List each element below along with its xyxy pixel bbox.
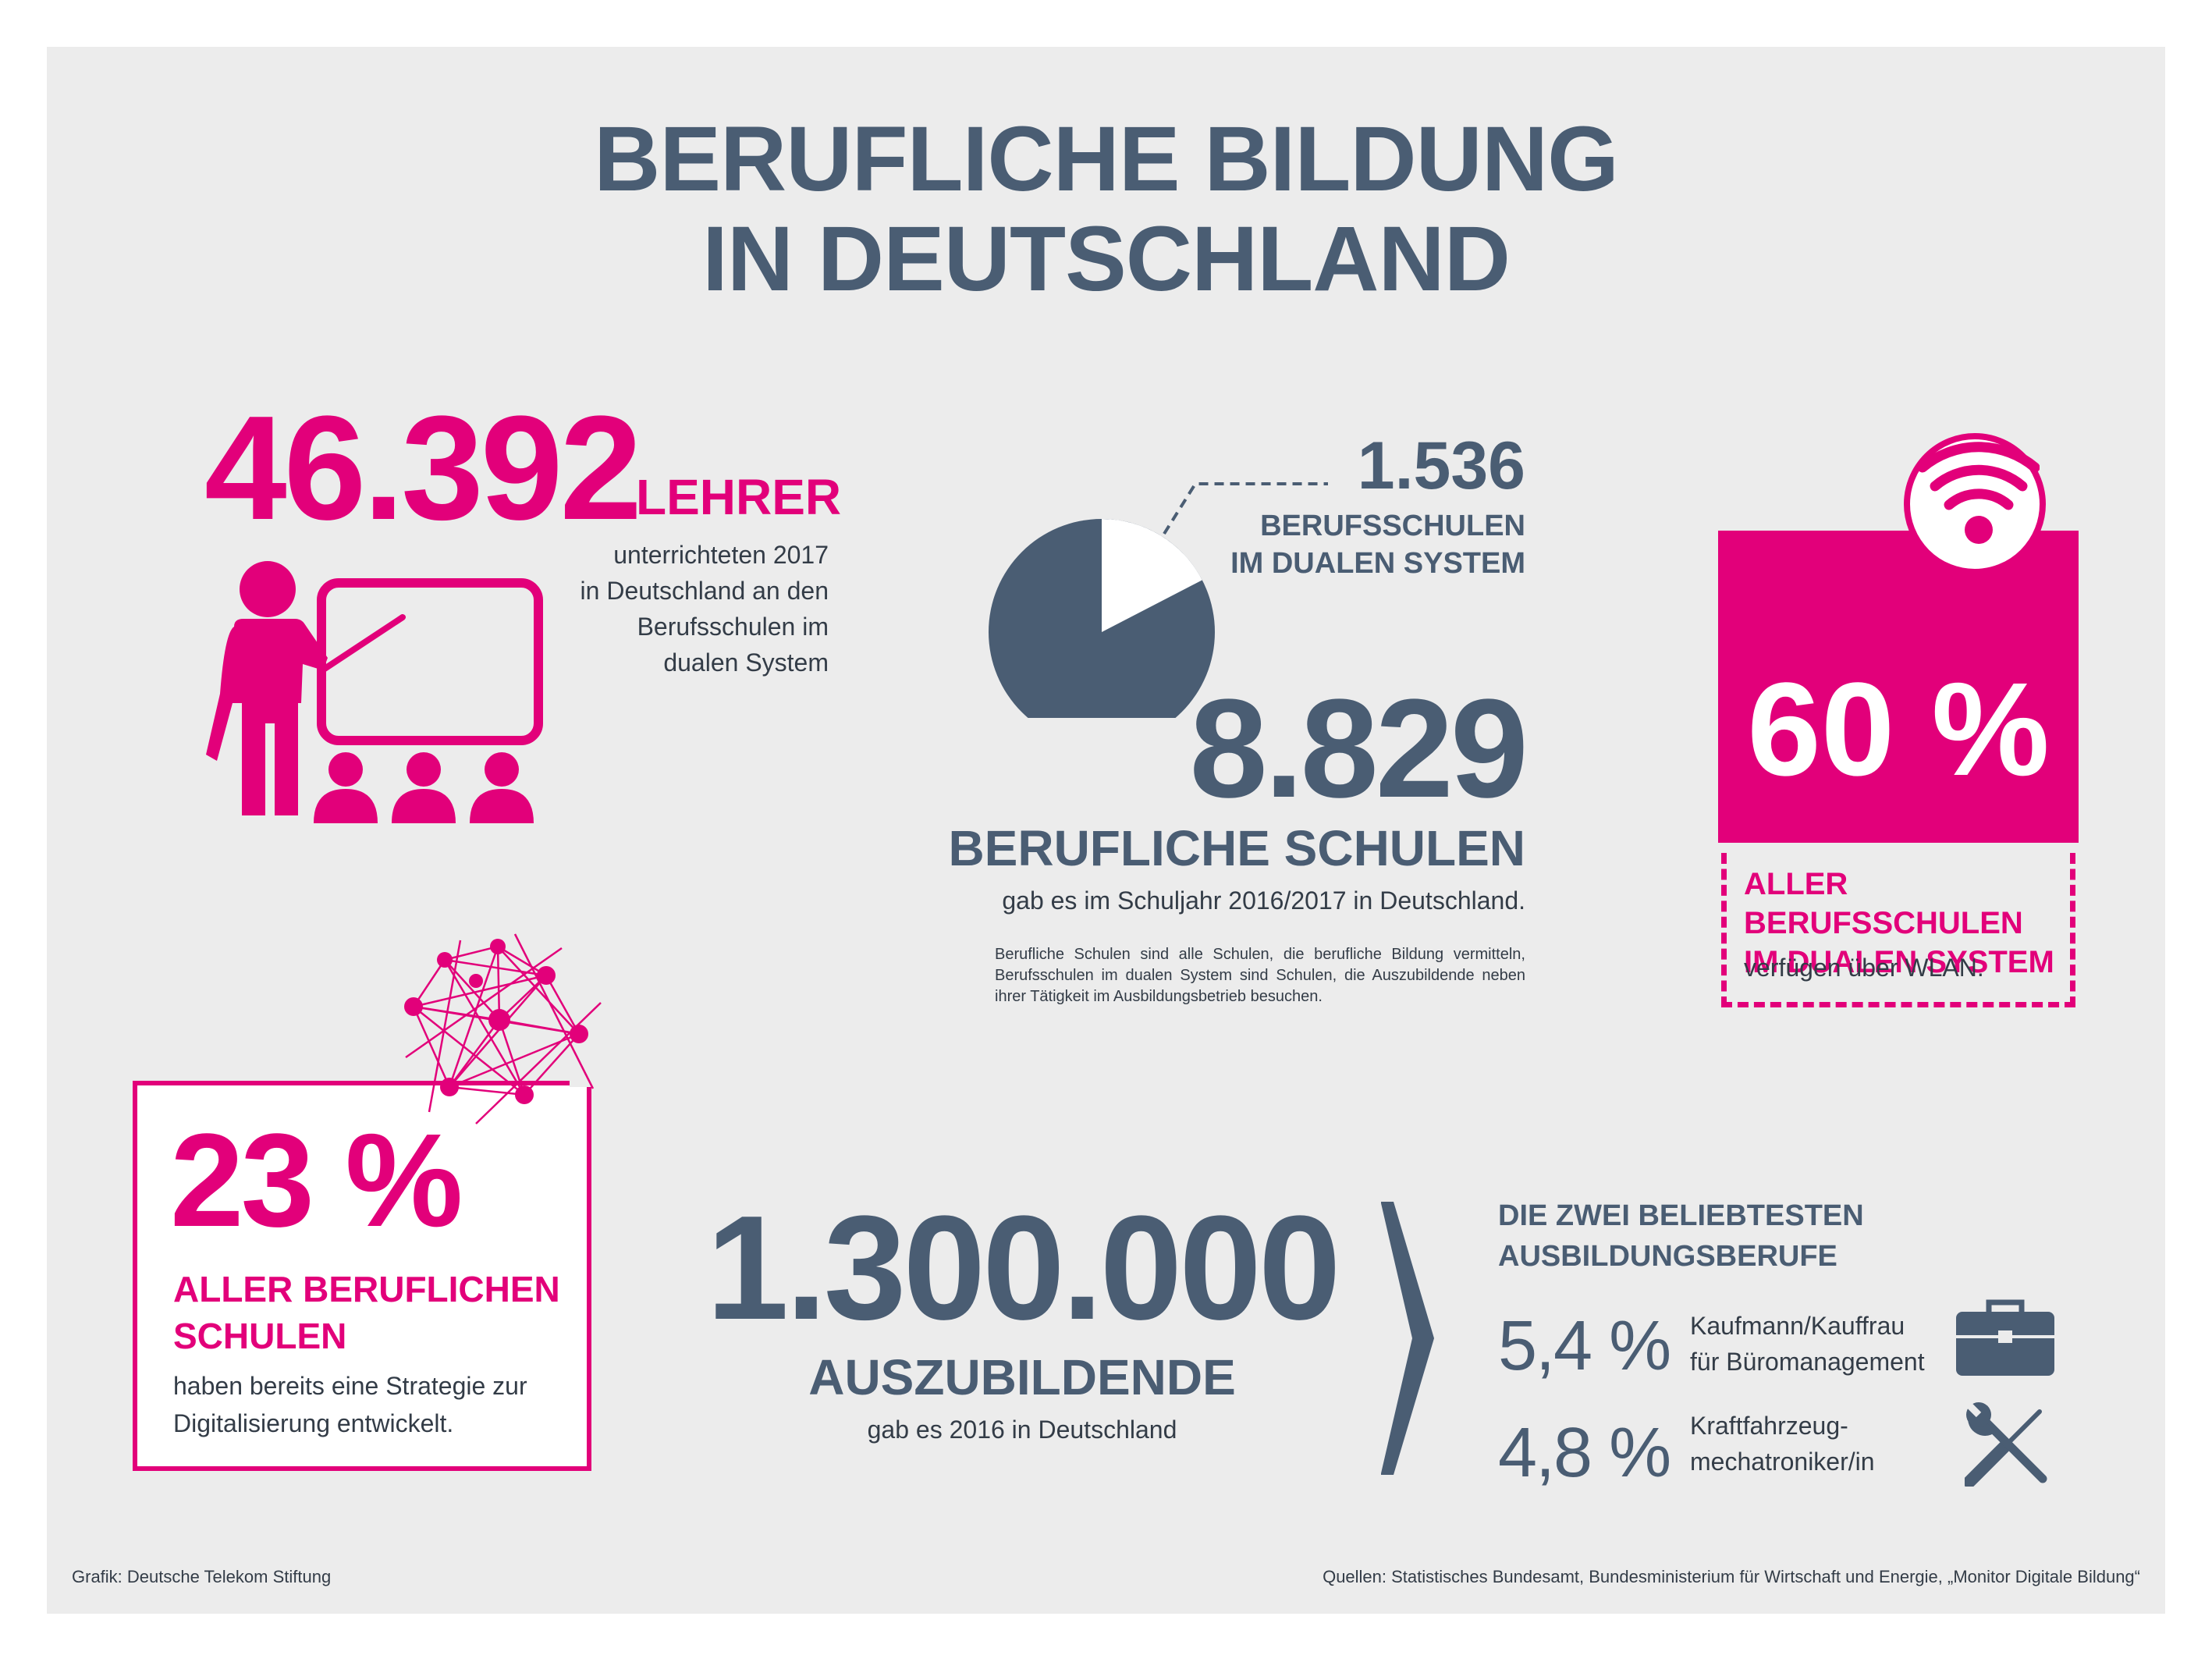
teacher-classroom-icon xyxy=(206,561,543,823)
teachers-desc-line: unterrichteten 2017 xyxy=(613,541,829,569)
schools-total-label: BERUFLICHE SCHULEN xyxy=(948,820,1525,876)
teachers-desc-line: in Deutschland an den xyxy=(580,577,829,605)
wlan-description: verfügen über WLAN. xyxy=(1744,954,1984,982)
digital-strategy-desc-line: haben bereits eine Strategie zur xyxy=(173,1372,527,1400)
schools-pie-chart xyxy=(989,482,1328,718)
apprentices-number: 1.300.000 xyxy=(706,1185,1340,1351)
chevron-right-icon xyxy=(1381,1202,1434,1475)
job-2-name: Kraftfahrzeug- mechatroniker/in xyxy=(1690,1408,1875,1480)
title-line-2: IN DEUTSCHLAND xyxy=(702,208,1511,311)
digital-strategy-label-line: ALLER BERUFLICHEN xyxy=(173,1269,560,1309)
wifi-badge xyxy=(1904,433,2046,575)
dual-schools-label-line: BERUFSSCHULEN xyxy=(1260,510,1525,542)
schools-total-number: 8.829 xyxy=(1189,670,1529,827)
tools-icon xyxy=(1965,1402,2047,1487)
job-1-name-line: Kaufmann/Kauffrau xyxy=(1690,1312,1905,1340)
network-icon xyxy=(404,933,607,1124)
sources-credit: Quellen: Statistisches Bundesamt, Bundes… xyxy=(1323,1567,2140,1586)
wlan-dashed-frame xyxy=(1721,853,2075,1007)
teachers-description: unterrichteten 2017 in Deutschland an de… xyxy=(562,537,829,680)
wlan-label-line: ALLER BERUFSSCHULEN xyxy=(1744,867,2023,940)
wlan-highlight-box xyxy=(1718,531,2079,843)
pie-dual-slice xyxy=(1102,519,1202,632)
teachers-label: LEHRER xyxy=(636,469,842,525)
digital-strategy-description: haben bereits eine Strategie zur Digital… xyxy=(173,1367,579,1442)
job-2-percent: 4,8 % xyxy=(1498,1414,1671,1492)
teachers-desc-line: Berufsschulen im xyxy=(637,613,829,641)
wifi-icon xyxy=(1917,442,2040,544)
wlan-percent: 60 % xyxy=(1747,655,2050,804)
teachers-number: 46.392 xyxy=(204,385,642,551)
page-title: BERUFLICHE BILDUNG IN DEUTSCHLAND xyxy=(0,109,2212,309)
pie-callout-line xyxy=(1163,482,1328,535)
apprentices-label: AUSZUBILDENDE xyxy=(808,1349,1236,1405)
job-1-name: Kaufmann/Kauffrau für Büromanagement xyxy=(1690,1308,1925,1380)
schools-footnote: Berufliche Schulen sind alle Schulen, di… xyxy=(995,946,1525,1005)
top-jobs-title: DIE ZWEI BELIEBTESTEN AUSBILDUNGSBERUFE xyxy=(1498,1195,1888,1277)
digital-strategy-percent: 23 % xyxy=(170,1107,463,1255)
title-line-1: BERUFLICHE BILDUNG xyxy=(594,108,1619,211)
dual-schools-label-line: IM DUALEN SYSTEM xyxy=(1230,547,1525,580)
briefcase-icon xyxy=(1956,1299,2054,1376)
digital-strategy-label-line: SCHULEN xyxy=(173,1316,347,1356)
wlan-label: ALLER BERUFSSCHULEN IM DUALEN SYSTEM xyxy=(1744,865,2072,982)
digital-strategy-box xyxy=(133,1081,591,1471)
teachers-desc-line: dualen System xyxy=(663,648,829,677)
top-jobs-title-line: DIE ZWEI BELIEBTESTEN xyxy=(1498,1199,1864,1232)
job-2-name-line: mechatroniker/in xyxy=(1690,1448,1875,1476)
job-1-name-line: für Büromanagement xyxy=(1690,1348,1925,1376)
digital-strategy-desc-line: Digitalisierung entwickelt. xyxy=(173,1409,454,1437)
apprentices-description: gab es 2016 in Deutschland xyxy=(867,1416,1177,1444)
job-2-name-line: Kraftfahrzeug- xyxy=(1690,1412,1848,1440)
job-1-percent: 5,4 % xyxy=(1498,1307,1671,1385)
graphic-credit: Grafik: Deutsche Telekom Stiftung xyxy=(72,1567,332,1586)
top-jobs-title-line: AUSBILDUNGSBERUFE xyxy=(1498,1240,1837,1273)
wlan-label-line: IM DUALEN SYSTEM xyxy=(1744,945,2054,979)
digital-strategy-label: ALLER BERUFLICHEN SCHULEN xyxy=(173,1266,563,1359)
dual-schools-number: 1.536 xyxy=(1357,428,1525,503)
schools-total-description: gab es im Schuljahr 2016/2017 in Deutsch… xyxy=(1002,886,1525,915)
dual-schools-label: BERUFSSCHULEN IM DUALEN SYSTEM xyxy=(1170,507,1525,582)
